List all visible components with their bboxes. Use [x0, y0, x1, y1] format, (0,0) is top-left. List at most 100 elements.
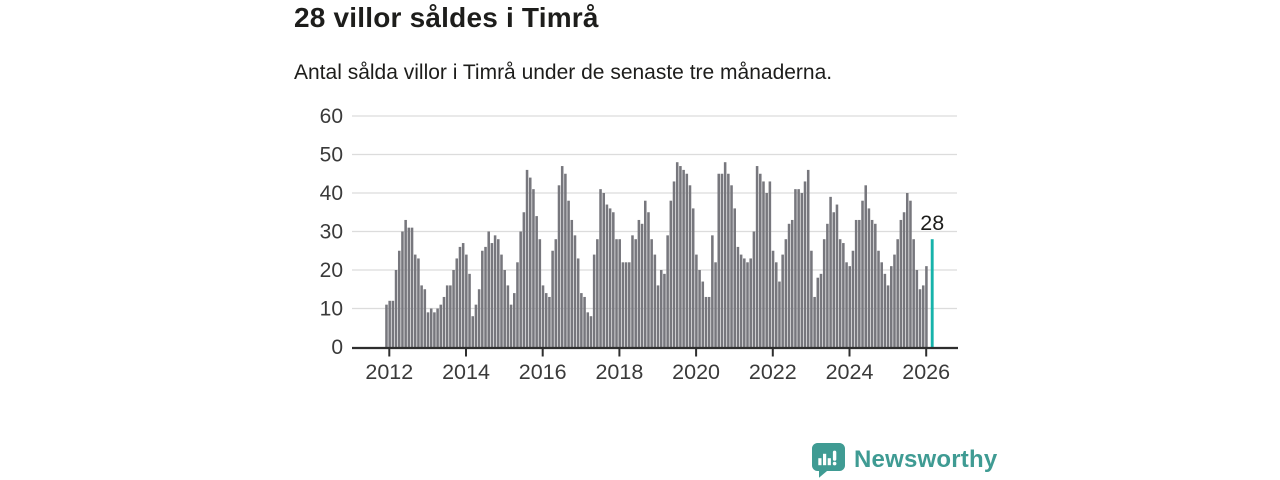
bar — [765, 193, 768, 347]
bar — [404, 219, 407, 347]
y-axis-tick-label: 30 — [320, 221, 343, 244]
y-axis-tick-label: 60 — [320, 105, 343, 128]
x-axis-tick-label: 2018 — [595, 360, 643, 384]
bar — [774, 262, 778, 347]
bar — [385, 304, 388, 347]
bar — [477, 289, 481, 347]
bar — [918, 289, 922, 347]
bar — [634, 239, 637, 347]
bar — [417, 258, 420, 347]
bar — [797, 189, 800, 347]
y-axis-tick-label: 50 — [320, 144, 343, 167]
bar — [631, 235, 634, 347]
bar — [806, 169, 810, 347]
bar — [925, 266, 928, 347]
bar — [461, 243, 465, 347]
bar — [826, 223, 829, 347]
bar — [787, 223, 791, 347]
bar — [637, 219, 641, 347]
bar — [698, 270, 701, 347]
bar — [471, 316, 475, 347]
bar — [442, 296, 446, 347]
bar — [695, 254, 698, 347]
bar — [554, 239, 558, 347]
bar — [803, 181, 807, 347]
bar — [532, 189, 535, 347]
bar — [819, 273, 823, 347]
bar — [429, 308, 433, 347]
bar — [663, 273, 666, 347]
bar — [755, 166, 759, 347]
bar — [410, 227, 414, 347]
bar — [899, 219, 903, 347]
bar — [576, 258, 580, 347]
bar — [921, 285, 925, 347]
bar — [902, 212, 906, 347]
bar — [468, 273, 471, 347]
bar — [458, 246, 462, 347]
bar — [391, 300, 395, 347]
bar — [557, 185, 561, 347]
bar — [503, 270, 506, 347]
x-axis-tick-label: 2014 — [442, 360, 490, 384]
bar — [420, 285, 423, 347]
bar — [573, 235, 577, 347]
bar — [519, 231, 522, 347]
bar — [592, 254, 596, 347]
bar — [688, 185, 692, 347]
newsworthy-logo: Newsworthy — [812, 443, 997, 478]
bar — [790, 219, 794, 347]
bar — [493, 235, 497, 347]
bar — [723, 162, 727, 347]
bar — [490, 243, 494, 347]
bar — [541, 285, 545, 347]
bar — [407, 227, 411, 347]
bar — [886, 285, 890, 347]
bar — [659, 270, 663, 347]
bar — [580, 293, 583, 347]
bar — [570, 219, 574, 347]
bar — [679, 166, 682, 347]
bar — [433, 312, 436, 347]
bar — [909, 200, 912, 347]
bar — [896, 239, 899, 347]
bar — [829, 196, 832, 347]
bar — [397, 250, 401, 347]
bar — [474, 304, 478, 347]
bar — [525, 169, 529, 347]
bar — [596, 239, 599, 347]
chart-subtitle: Antal sålda villor i Timrå under de sena… — [294, 61, 833, 84]
bar — [535, 216, 538, 347]
bar — [848, 266, 852, 347]
bar — [394, 270, 398, 347]
bar — [730, 185, 733, 347]
bar — [618, 239, 621, 347]
bar — [714, 262, 717, 347]
bar — [842, 243, 845, 347]
chart-title: 28 villor såldes i Timrå — [294, 2, 599, 33]
bar — [586, 312, 590, 347]
bar — [656, 285, 660, 347]
bar — [739, 254, 743, 347]
x-axis-tick-label: 2016 — [519, 360, 567, 384]
bar — [615, 239, 618, 347]
bar — [449, 285, 452, 347]
bar — [401, 231, 404, 347]
highlight-bar — [930, 239, 934, 347]
bar — [567, 200, 570, 347]
bar — [771, 250, 775, 347]
bar — [528, 177, 532, 347]
x-axis-tick-label: 2022 — [749, 360, 797, 384]
bar — [752, 231, 756, 347]
bar — [487, 231, 490, 347]
bar — [867, 208, 871, 347]
bar — [672, 181, 676, 347]
bar — [666, 235, 669, 347]
bar — [506, 285, 510, 347]
bar — [861, 200, 864, 347]
bar — [762, 181, 765, 347]
bar — [701, 281, 705, 347]
bar — [720, 173, 724, 347]
bar — [864, 185, 867, 347]
